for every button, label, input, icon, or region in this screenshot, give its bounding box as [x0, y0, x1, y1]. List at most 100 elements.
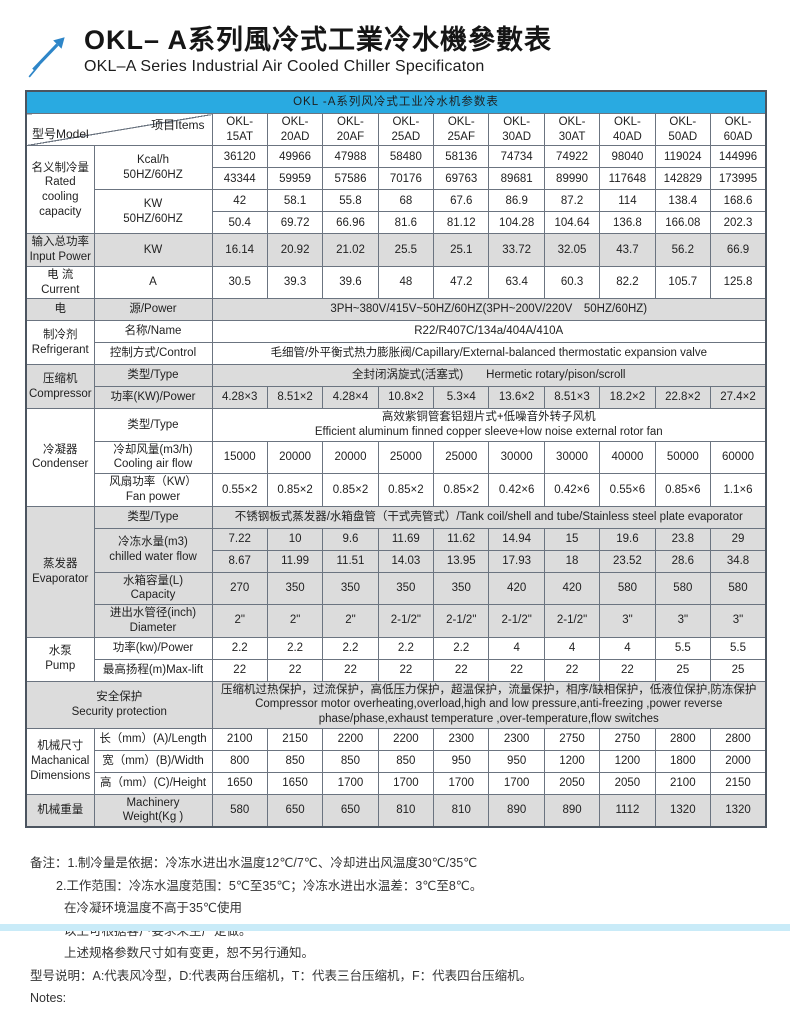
spec-value-cell: 10.8×2: [377, 386, 435, 410]
table-row: 功率(KW)/Power 4.28×3 8.51×2 4.28×4 10.8×2 5.3×…: [26, 386, 767, 410]
table-row: 风扇功率（KW） Fan power 0.55×2 0.85×2 0.85×2 0.85…: [26, 473, 767, 507]
spec-value-cell: 350: [322, 571, 379, 606]
spec-value-cell: 119024: [654, 145, 712, 169]
table-row: 电 流 Current A 30.5 39.3 39.6 48 47.2 63.4 60.3 82…: [25, 265, 767, 300]
item-label-cell: KW 50HZ/60HZ: [93, 189, 213, 235]
spec-value-cell: 142829: [654, 167, 712, 191]
model-header-cell: OKL- 15AT: [211, 112, 268, 147]
table-row: 43344 59959 57586 70176 69763 89681 89990 11764…: [26, 167, 767, 191]
model-header-cell: OKL- 30AT: [543, 112, 601, 147]
spec-value-cell: 1650: [211, 771, 268, 795]
spec-value-cell: 20000: [322, 440, 379, 475]
spec-value-cell: 810: [377, 793, 435, 828]
spec-value-cell: 117648: [599, 167, 656, 191]
spec-value-cell: 650: [266, 793, 324, 828]
spec-value-cell: 25: [710, 658, 767, 682]
spec-value-cell: 2.2: [266, 636, 324, 660]
spec-value-cell: 2800: [654, 727, 712, 751]
model-header-cell: OKL- 40AD: [599, 112, 656, 147]
section-label-cell: 制冷剂 Refrigerant: [25, 320, 95, 366]
spec-value-cell: 40000: [599, 440, 656, 475]
spec-value-cell: 7.22: [211, 527, 268, 551]
item-label-cell: 名称/Name: [93, 320, 213, 344]
spec-value-cell: 89990: [543, 167, 601, 191]
spec-value-cell: 2-1/2": [377, 604, 435, 638]
spec-value-cell: 89681: [488, 167, 545, 191]
spec-value-cell: 2150: [710, 771, 767, 795]
spec-value-cell: 98040: [599, 145, 656, 169]
spec-value-cell: 11.99: [266, 549, 324, 573]
table-row: 最高扬程(m)Max-lift 22 22 22 22 22 22 22 22 25 25: [26, 658, 767, 682]
model-items-diagonal-cell: 型号Model 项目Items: [25, 112, 213, 147]
spec-value-cell: 66.96: [322, 211, 379, 235]
model-header-cell: OKL- 50AD: [654, 112, 712, 147]
model-header-cell: OKL- 25AF: [433, 112, 490, 147]
spec-value-cell: 2300: [488, 727, 545, 751]
spec-value-cell: 5.5: [654, 636, 712, 660]
table-row: 冷凝器 Condenser 类型/Type 高效紫铜管套铝翅片式+低噪音外转子风机 …: [25, 408, 767, 507]
spec-value-cell: 420: [488, 571, 545, 606]
spec-value-cell: 2050: [543, 771, 601, 795]
model-header-cell: OKL- 30AD: [488, 112, 545, 147]
spec-value-cell: 202.3: [710, 211, 767, 235]
spec-value-cell: 20.92: [266, 233, 324, 267]
spec-value-cell: 82.2: [599, 265, 656, 300]
spec-value-cell: 810: [433, 793, 490, 828]
spec-value-cell: 68: [377, 189, 435, 213]
spec-value-cell: 0.85×2: [322, 473, 379, 507]
spec-value-cell: 136.8: [599, 211, 656, 235]
item-label-cell: 冷冻水量(m3) chilled water flow: [93, 527, 213, 573]
table-row: 制冷剂 Refrigerant 名称/Name R22/R407C/134a/404…: [25, 320, 767, 366]
spec-value-cell: 350: [377, 571, 435, 606]
spec-value-cell: 3": [710, 604, 767, 638]
spec-value-cell: 0.55×6: [599, 473, 656, 507]
spec-value-cell: 0.85×2: [433, 473, 490, 507]
items-axis-label: 项目Items: [151, 118, 205, 132]
spec-value-cell: 2750: [599, 727, 656, 751]
spec-value-cell: 1800: [654, 749, 712, 773]
note-line: 备注：1.制冷量是依据：冷冻水进出水温度12℃/7℃、冷却进出风温度30℃/35…: [30, 856, 478, 871]
item-label-cell: 冷却风量(m3/h) Cooling air flow: [93, 440, 213, 475]
item-label-cell: 类型/Type: [93, 364, 213, 388]
spec-value-cell: 74734: [488, 145, 545, 169]
spec-value-cell: 580: [654, 571, 712, 606]
spec-value-cell: 2-1/2": [543, 604, 601, 638]
item-label-cell: KW: [93, 233, 213, 267]
item-label-cell: Kcal/h 50HZ/60HZ: [93, 145, 213, 191]
spec-value-cell: 138.4: [654, 189, 712, 213]
spec-value-cell: 69.72: [266, 211, 324, 235]
spec-value-cell: 1200: [599, 749, 656, 773]
spec-value-cell: 29: [710, 527, 767, 551]
spec-value-cell: 36120: [211, 145, 268, 169]
note-line: 上述规格参数尺寸如有变更，恕不另行通知。: [64, 946, 315, 961]
section-label-cell: 水泵 Pump: [25, 636, 95, 682]
spec-value-cell: 2050: [599, 771, 656, 795]
section-label-cell: 电 流 Current: [25, 265, 95, 300]
spec-value-cell: 3PH~380V/415V~50HZ/60HZ(3PH~200V/220V 50…: [211, 298, 767, 322]
spec-value-cell: 2100: [211, 727, 268, 751]
section-label-cell: 电: [25, 298, 95, 322]
spec-value-cell: 58136: [433, 145, 490, 169]
page-subtitle: OKL–A Series Industrial Air Cooled Chill…: [84, 58, 485, 76]
spec-value-cell: 1200: [543, 749, 601, 773]
table-row: 安全保护 Security protection 压缩机过热保护，过流保护，高低压…: [25, 680, 767, 729]
spec-value-cell: 2200: [322, 727, 379, 751]
spec-value-cell: 毛细管/外平衡式热力膨胀阀/Capillary/External-balance…: [211, 342, 767, 366]
table-row: 型号Model 项目Items OKL- 15AT OKL- 20AD OKL- 20A…: [25, 112, 767, 147]
spec-value-cell: 1650: [266, 771, 324, 795]
spec-value-cell: 22: [433, 658, 490, 682]
spec-value-cell: 42: [211, 189, 268, 213]
table-row: 输入总功率 Input Power KW 16.14 20.92 21.02 25.5 25…: [25, 233, 767, 267]
table-row: 蒸发器 Evaporator 类型/Type 不锈钢板式蒸发器/水箱盘管（干式壳管式…: [25, 505, 767, 638]
spec-value-cell: 14.03: [377, 549, 435, 573]
spec-value-cell: 23.8: [654, 527, 712, 551]
item-label-cell: 功率(kw)/Power: [93, 636, 213, 660]
spec-value-cell: 104.28: [488, 211, 545, 235]
spec-value-cell: 18: [543, 549, 601, 573]
spec-value-cell: 50000: [654, 440, 712, 475]
note-line: 2.工作范围：冷冻水温度范围：5℃至35℃；冷冻水进出水温差：3℃至8℃。: [56, 878, 483, 893]
spec-value-cell: 28.6: [654, 549, 712, 573]
spec-value-cell: 850: [322, 749, 379, 773]
spec-value-cell: R22/R407C/134a/404A/410A: [211, 320, 767, 344]
note-line: 型号说明：A:代表风冷型，D:代表两台压缩机，T：代表三台压缩机，F：代表四台压…: [30, 968, 533, 983]
